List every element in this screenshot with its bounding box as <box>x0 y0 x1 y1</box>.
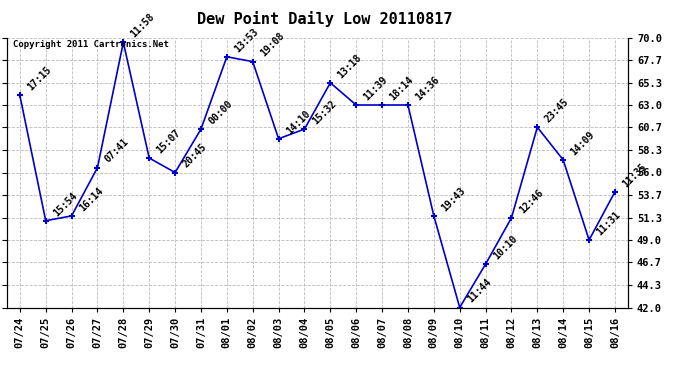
Text: 15:07: 15:07 <box>155 128 183 155</box>
Text: 17:15: 17:15 <box>26 65 53 93</box>
Text: 14:36: 14:36 <box>413 74 442 102</box>
Text: 11:44: 11:44 <box>465 277 493 305</box>
Text: 13:18: 13:18 <box>336 52 364 80</box>
Text: 18:14: 18:14 <box>388 74 415 102</box>
Text: 07:41: 07:41 <box>103 137 131 165</box>
Text: 13:53: 13:53 <box>233 26 260 54</box>
Text: 23:45: 23:45 <box>543 96 571 124</box>
Text: 15:32: 15:32 <box>310 99 338 126</box>
Text: 12:46: 12:46 <box>517 187 545 215</box>
Text: Dew Point Daily Low 20110817: Dew Point Daily Low 20110817 <box>197 11 452 27</box>
Text: Copyright 2011 Cartronics.Net: Copyright 2011 Cartronics.Net <box>13 40 169 49</box>
Text: 15:54: 15:54 <box>51 190 79 218</box>
Text: 11:39: 11:39 <box>362 74 390 102</box>
Text: 19:08: 19:08 <box>258 31 286 59</box>
Text: 14:10: 14:10 <box>284 108 312 136</box>
Text: 11:35: 11:35 <box>620 161 649 189</box>
Text: 16:14: 16:14 <box>77 185 105 213</box>
Text: 14:09: 14:09 <box>569 129 597 157</box>
Text: 10:10: 10:10 <box>491 234 519 261</box>
Text: 11:58: 11:58 <box>129 12 157 39</box>
Text: 00:00: 00:00 <box>206 99 235 126</box>
Text: 20:45: 20:45 <box>181 142 208 170</box>
Text: 19:43: 19:43 <box>440 185 467 213</box>
Text: 11:31: 11:31 <box>595 209 622 237</box>
